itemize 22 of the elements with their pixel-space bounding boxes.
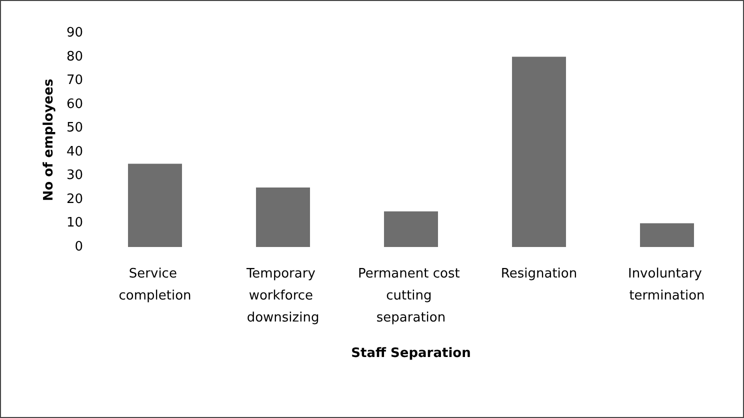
y-tick-label: 0 [74,240,83,254]
bar [640,223,694,247]
y-tick-label: 10 [66,216,83,231]
y-tick-label: 50 [66,120,83,136]
y-tick-label: 20 [66,192,83,207]
y-tick-label: 80 [66,49,83,64]
y-tick-label: 90 [66,26,83,40]
y-axis-title: No of employees [42,78,57,202]
x-tick-label: Resignation [500,266,578,282]
y-tick-label: 30 [66,168,83,184]
y-tick-label: 40 [66,144,83,160]
x-axis-title: Staff Separation [351,346,471,361]
bar [384,211,438,247]
x-tick-label: Service completion [118,266,192,304]
bar [128,164,182,247]
x-tick-label: Involuntary termination [628,266,706,304]
x-tick-label: Temporary workforce downsizing [245,266,320,326]
y-tick-label: 70 [66,73,83,88]
y-tick-label: 60 [66,96,83,112]
bar [256,188,310,247]
x-tick-label: Permanent cost cutting separation [358,266,464,326]
bar [512,56,566,247]
